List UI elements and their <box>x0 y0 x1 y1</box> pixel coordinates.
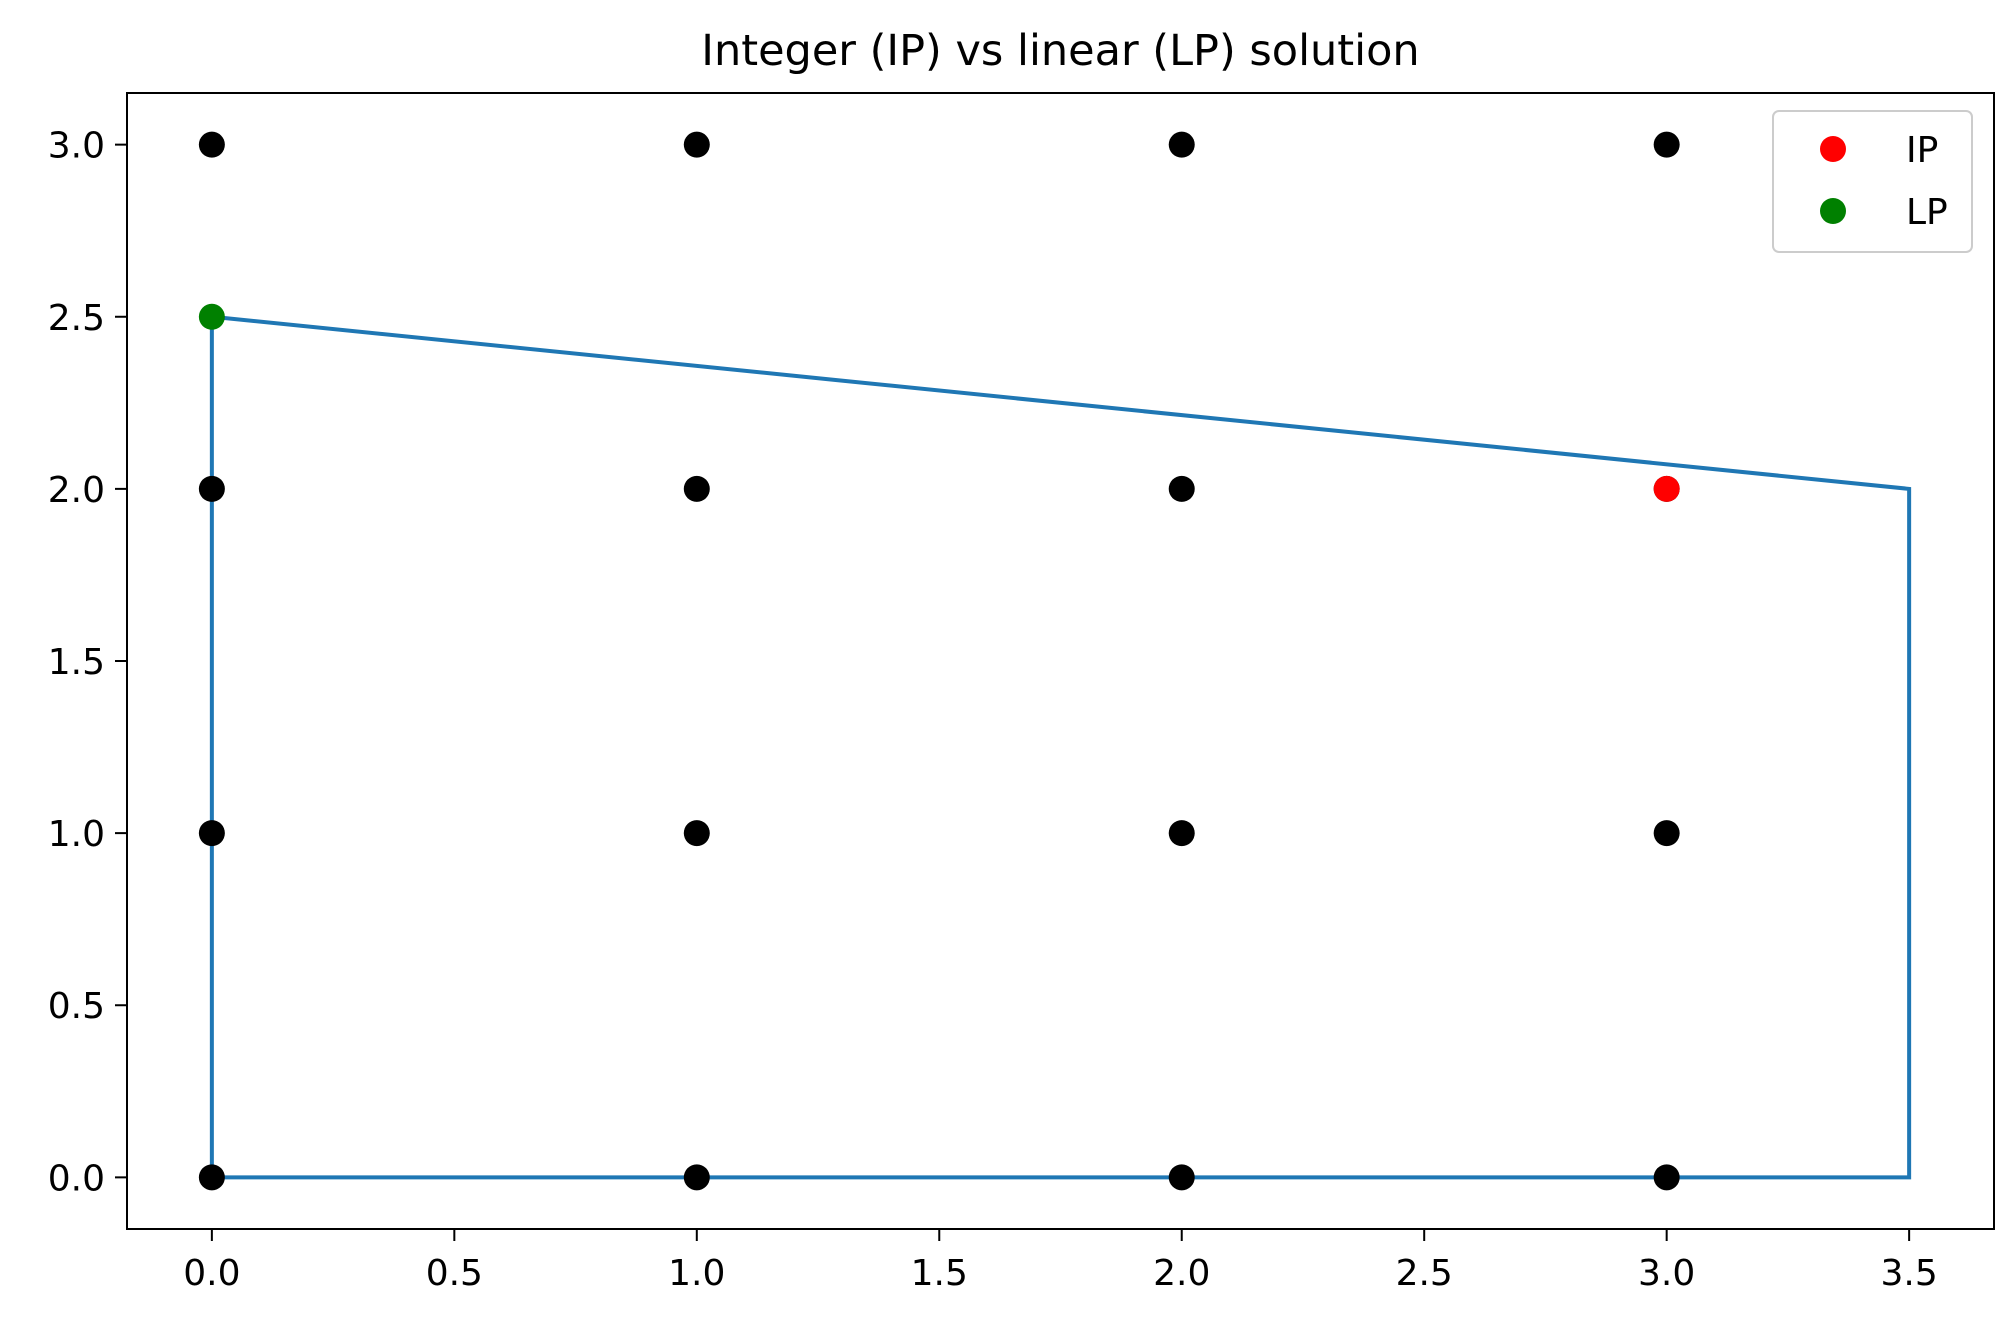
axes-layer: 0.0 0.5 1.0 1.5 2.0 2.5 3.0 3.5 0.0 0.5 1.0 1.5 2.0 2… <box>48 92 1995 1294</box>
feasible-region-layer <box>209 314 1912 1180</box>
x-tick-label: 3.5 <box>1881 1253 1938 1294</box>
x-tick-label: 1.0 <box>668 1253 725 1294</box>
y-tick-label: 1.0 <box>48 814 105 855</box>
lattice-point <box>1653 1164 1680 1191</box>
lattice-point <box>198 475 225 502</box>
ip-solution-point <box>1653 475 1680 502</box>
legend-label-ip: IP <box>1906 130 1938 171</box>
y-tick-label: 3.0 <box>48 126 105 167</box>
legend-marker-lp <box>1820 198 1846 224</box>
x-tick-label: 2.0 <box>1153 1253 1210 1294</box>
lattice-points-layer <box>198 131 1680 1191</box>
lattice-point <box>683 820 710 847</box>
lattice-point <box>198 1164 225 1191</box>
y-tick-label: 2.5 <box>48 298 105 339</box>
lattice-point <box>198 820 225 847</box>
x-tick-label: 0.5 <box>426 1253 483 1294</box>
chart-title: Integer (IP) vs linear (LP) solution <box>701 26 1419 76</box>
plot-frame <box>126 92 1995 1230</box>
feasible-region-line <box>209 314 1912 1180</box>
lattice-point <box>1168 1164 1195 1191</box>
y-tick-label: 0.5 <box>48 986 105 1027</box>
lattice-point <box>683 131 710 158</box>
lattice-point <box>1168 820 1195 847</box>
lattice-point <box>683 1164 710 1191</box>
lp-solution-point <box>198 303 225 330</box>
y-tick-label: 2.0 <box>48 470 105 511</box>
lattice-point <box>683 475 710 502</box>
lattice-point <box>198 131 225 158</box>
x-tick-label: 0.0 <box>183 1253 240 1294</box>
y-tick-label: 0.0 <box>48 1158 105 1199</box>
legend: IP LP <box>1772 110 1973 253</box>
y-tick-label: 1.5 <box>48 642 105 683</box>
x-tick-label: 2.5 <box>1396 1253 1453 1294</box>
lattice-point <box>1168 131 1195 158</box>
lattice-point <box>1653 820 1680 847</box>
x-tick-label: 1.5 <box>911 1253 968 1294</box>
legend-label-lp: LP <box>1906 192 1948 233</box>
x-tick-label: 3.0 <box>1638 1253 1695 1294</box>
solution-points-layer <box>198 303 1680 502</box>
lattice-point <box>1653 131 1680 158</box>
legend-marker-ip <box>1820 136 1846 162</box>
lattice-point <box>1168 475 1195 502</box>
